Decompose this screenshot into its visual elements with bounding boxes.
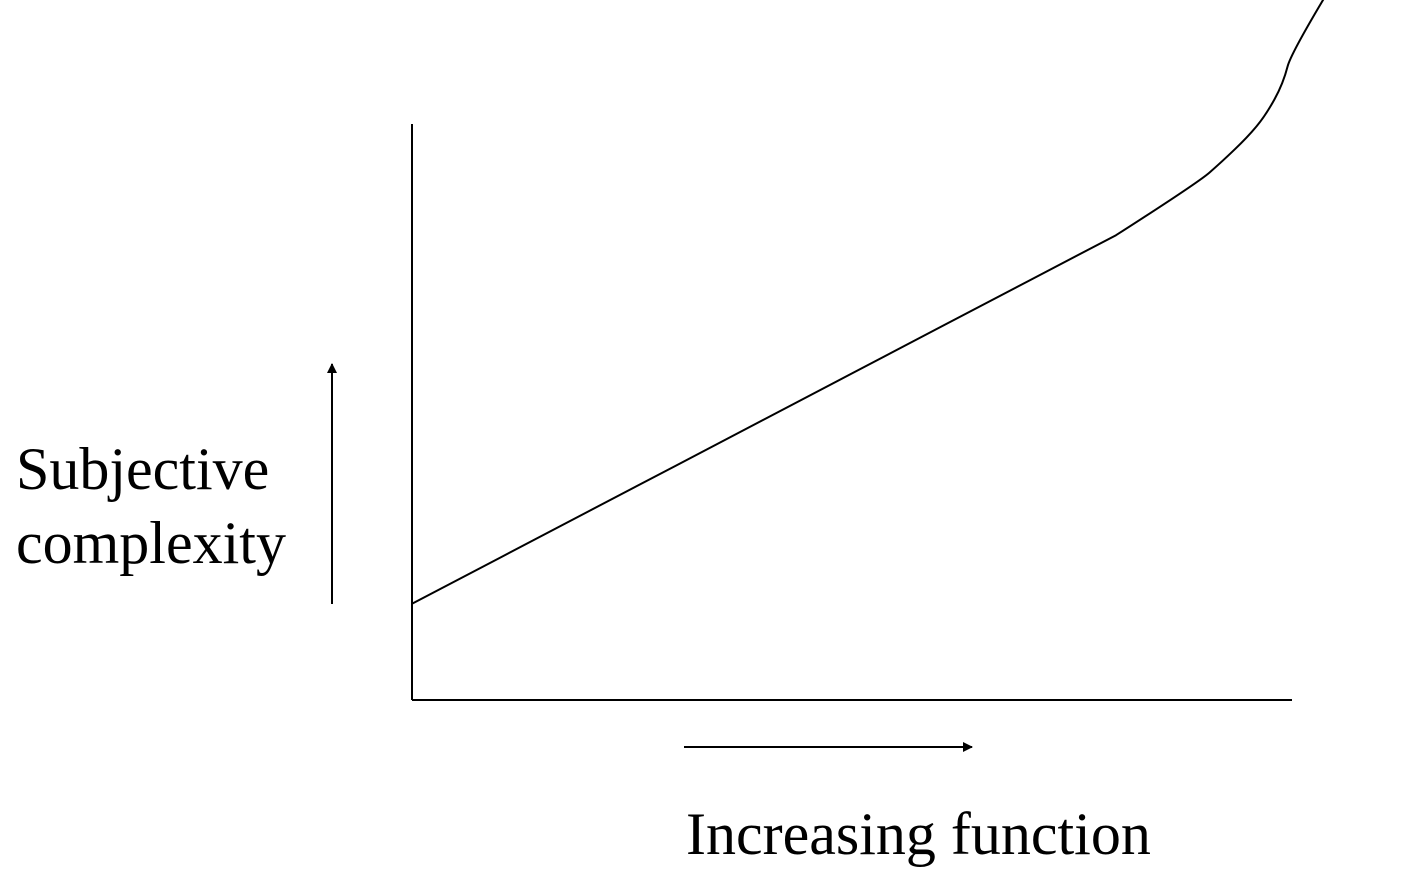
- y-axis-label-line-2: complexity: [16, 510, 286, 576]
- y-axis-label-line-1: Subjective: [16, 436, 270, 502]
- complexity-curve-line: [411, 0, 1325, 605]
- x-axis-label: Increasing function: [686, 801, 1151, 867]
- series-layer: [411, 0, 1325, 605]
- y-axis-label: Subjective complexity: [16, 432, 286, 580]
- direction-arrows: [327, 363, 973, 752]
- axes: [411, 124, 1292, 701]
